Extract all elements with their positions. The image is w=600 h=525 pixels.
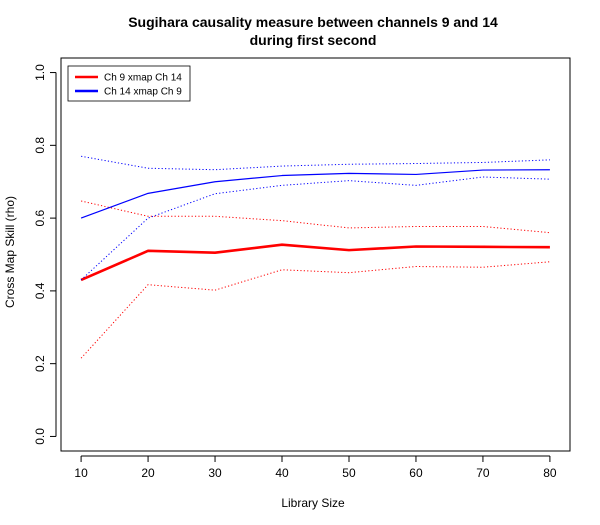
x-axis: 10 20 30 40 50 60 70 80 <box>74 455 557 480</box>
legend-label-series-2: Ch 14 xmap Ch 9 <box>104 87 182 98</box>
x-tick-label: 40 <box>275 466 289 480</box>
series-layer <box>80 155 550 359</box>
series-2-upper-bound <box>81 155 550 171</box>
chart-title-line-1: Sugihara causality measure between chann… <box>128 14 498 30</box>
legend-box <box>67 65 191 102</box>
plot-frame <box>60 57 571 452</box>
series-1-upper-bound <box>80 200 550 234</box>
y-axis: 0.0 0.2 0.4 0.6 0.8 1.0 <box>33 64 57 445</box>
x-tick-label: 30 <box>208 466 222 480</box>
x-tick-label: 60 <box>409 466 423 480</box>
y-tick-label: 0.6 <box>33 209 47 226</box>
series-1-line <box>80 243 550 282</box>
y-tick-label: 0.0 <box>33 428 47 445</box>
legend-label-series-1: Ch 9 xmap Ch 14 <box>104 73 182 84</box>
x-tick-label: 20 <box>141 466 155 480</box>
x-tick-label: 80 <box>543 466 557 480</box>
series-1-lower-bound <box>80 261 550 359</box>
chart-title-line-2: during first second <box>250 32 377 48</box>
y-tick-label: 1.0 <box>33 64 47 81</box>
x-tick-label: 70 <box>476 466 490 480</box>
y-axis-label: Cross Map Skill (rho) <box>3 196 17 308</box>
y-tick-label: 0.8 <box>33 137 47 154</box>
x-tick-label: 10 <box>74 466 88 480</box>
y-tick-label: 0.2 <box>33 355 47 372</box>
y-tick-label: 0.4 <box>33 282 47 299</box>
series-2-line <box>80 169 550 219</box>
x-axis-label: Library Size <box>281 496 345 510</box>
x-tick-label: 50 <box>342 466 356 480</box>
legend: Ch 9 xmap Ch 14 Ch 14 xmap Ch 9 <box>67 65 191 102</box>
series-2-lower-bound <box>80 176 550 281</box>
